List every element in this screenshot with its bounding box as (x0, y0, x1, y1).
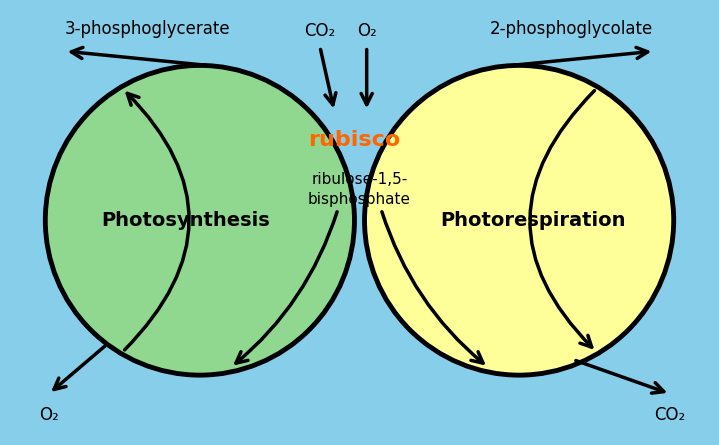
Text: 2-phosphoglycolate: 2-phosphoglycolate (490, 20, 654, 38)
Text: CO₂: CO₂ (654, 406, 686, 424)
Ellipse shape (365, 65, 674, 375)
Text: CO₂: CO₂ (304, 22, 336, 40)
Text: ribulose-1,5-
bisphosphate: ribulose-1,5- bisphosphate (308, 172, 411, 206)
Text: 3-phosphoglycerate: 3-phosphoglycerate (65, 20, 230, 38)
Text: O₂: O₂ (357, 22, 377, 40)
Text: Photosynthesis: Photosynthesis (101, 211, 270, 230)
Text: rubisco: rubisco (308, 130, 400, 150)
Text: O₂: O₂ (39, 406, 59, 424)
Text: Photorespiration: Photorespiration (441, 211, 626, 230)
Ellipse shape (45, 65, 354, 375)
